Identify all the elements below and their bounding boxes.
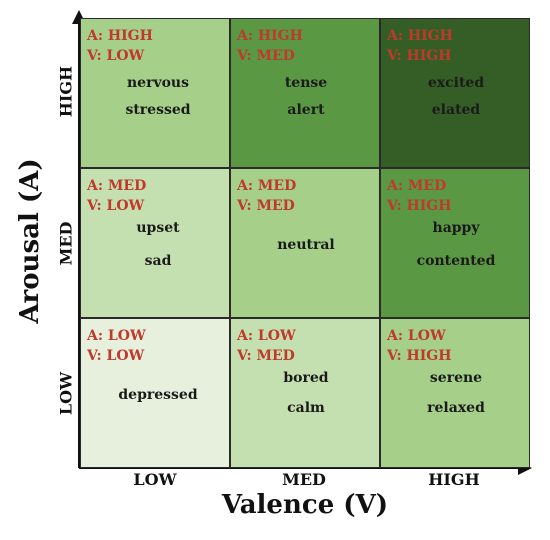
valence-tag: V: LOW	[87, 48, 145, 64]
emotion-label: happy	[432, 220, 480, 236]
valence-tag: V: HIGH	[387, 348, 452, 364]
valence-tag: V: MED	[237, 48, 295, 64]
x-tick-low: LOW	[133, 470, 177, 489]
emotion-label: serene	[429, 370, 483, 386]
emotion-label: depressed	[118, 387, 198, 403]
emotion-label: stressed	[125, 102, 191, 118]
valence-tag: V: MED	[237, 348, 295, 364]
quadrant-low-arousal-high-valence: A: LOW V: HIGH serene relaxed	[380, 318, 530, 468]
y-axis-label: Arousal (A)	[15, 158, 45, 324]
x-tick-high: HIGH	[428, 470, 480, 489]
quadrant-low-arousal-med-valence: A: LOW V: MED bored calm	[230, 318, 380, 468]
emotion-label: bored	[283, 370, 329, 386]
arousal-tag: A: MED	[387, 178, 447, 194]
quadrant-med-arousal-low-valence: A: MED V: LOW upset sad	[80, 168, 230, 318]
x-tick-med: MED	[282, 470, 326, 489]
quadrant-high-arousal-med-valence: A: HIGH V: MED tense alert	[230, 18, 380, 168]
emotion-label: contented	[416, 253, 496, 269]
emotion-label: calm	[287, 400, 325, 416]
quadrant-low-arousal-low-valence: A: LOW V: LOW depressed	[80, 318, 230, 468]
arousal-tag: A: MED	[87, 178, 147, 194]
arousal-tag: A: HIGH	[387, 28, 453, 44]
quadrant-med-arousal-high-valence: A: MED V: HIGH happy contented	[380, 168, 530, 318]
arousal-tag: A: HIGH	[237, 28, 303, 44]
y-tick-low: LOW	[56, 371, 76, 416]
emotion-label: upset	[136, 220, 180, 236]
emotion-label: nervous	[127, 75, 189, 91]
arousal-tag: A: LOW	[237, 328, 296, 344]
x-axis-label: Valence (V)	[221, 490, 389, 520]
emotion-label: excited	[427, 75, 485, 91]
quadrant-high-arousal-low-valence: A: HIGH V: LOW nervous stressed	[80, 18, 230, 168]
valence-tag: V: HIGH	[387, 198, 452, 214]
y-tick-high: HIGH	[56, 65, 76, 118]
valence-tag: V: LOW	[87, 348, 145, 364]
arousal-tag: A: HIGH	[87, 28, 153, 44]
valence-tag: V: LOW	[87, 198, 145, 214]
y-tick-med: MED	[56, 221, 76, 266]
emotion-label: sad	[144, 253, 172, 269]
arousal-tag: A: LOW	[87, 328, 146, 344]
quadrant-med-arousal-med-valence: A: MED V: MED neutral	[230, 168, 380, 318]
quadrant-high-arousal-high-valence: A: HIGH V: HIGH excited elated	[380, 18, 530, 168]
arousal-tag: A: LOW	[387, 328, 446, 344]
emotion-label: neutral	[277, 237, 335, 253]
valence-tag: V: MED	[237, 198, 295, 214]
valence-tag: V: HIGH	[387, 48, 452, 64]
emotion-label: elated	[431, 102, 481, 118]
arousal-tag: A: MED	[237, 178, 297, 194]
emotion-label: tense	[284, 75, 328, 91]
emotion-label: relaxed	[427, 400, 485, 416]
emotion-label: alert	[287, 102, 325, 118]
